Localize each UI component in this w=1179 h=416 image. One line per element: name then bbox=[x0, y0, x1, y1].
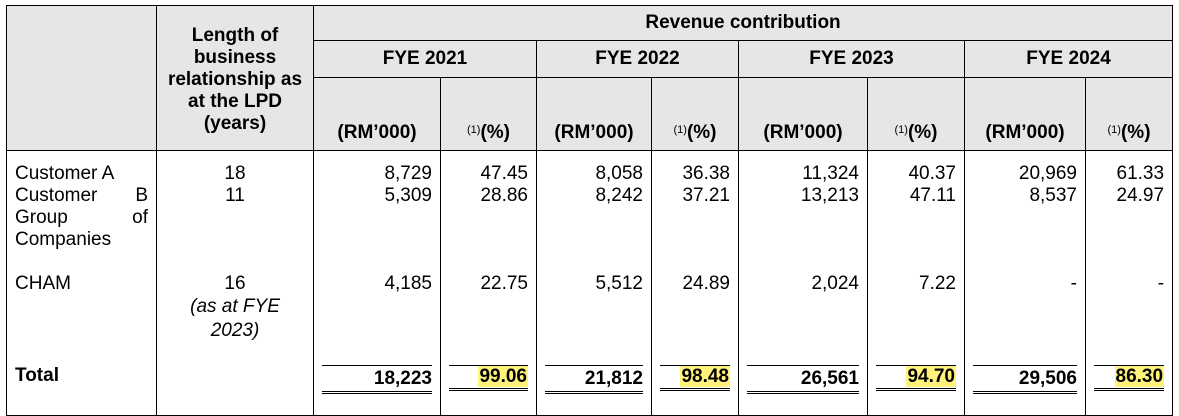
value-cell: - bbox=[964, 273, 1086, 361]
length-header: Length of business relationship as at th… bbox=[156, 5, 314, 151]
revenue-header: Revenue contribution bbox=[312, 5, 1174, 41]
year-header-2021: FYE 2021 bbox=[313, 40, 537, 78]
total-value: 21,812 bbox=[545, 365, 643, 394]
total-cell: 21,812 bbox=[536, 361, 652, 416]
total-pct-box: 86.30 bbox=[1094, 365, 1165, 391]
value-cell: 47.11 bbox=[867, 185, 965, 273]
customer-name: Customer B Group of Companies bbox=[6, 185, 157, 273]
total-pct-box: 98.48 bbox=[660, 365, 730, 391]
year-header-2022: FYE 2022 bbox=[536, 40, 739, 78]
pct-label: (%) bbox=[480, 122, 510, 143]
value-cell: 24.97 bbox=[1084, 185, 1174, 273]
total-row: Total 18,223 99.06 21,812 98.48 26,561 9… bbox=[6, 361, 1174, 416]
pct-header: (1)(%) bbox=[651, 77, 739, 151]
total-cell: 99.06 bbox=[440, 361, 537, 416]
pct-label: (%) bbox=[907, 122, 938, 143]
total-pct-highlight: 99.06 bbox=[478, 366, 528, 387]
relationship-length-note: (as at FYE 2023) bbox=[190, 296, 280, 341]
value-cell: 47.45 bbox=[440, 163, 537, 185]
total-value: 18,223 bbox=[322, 365, 432, 394]
total-cell: 94.70 bbox=[867, 361, 965, 416]
total-pct-highlight: 86.30 bbox=[1114, 366, 1165, 387]
year-header-2024: FYE 2024 bbox=[963, 40, 1174, 78]
pct-header: (1)(%) bbox=[440, 77, 537, 151]
value-cell: 20,969 bbox=[964, 163, 1086, 185]
relationship-length-cell: 16 (as at FYE 2023) bbox=[156, 273, 314, 361]
total-cell: 26,561 bbox=[738, 361, 868, 416]
value-cell: 28.86 bbox=[440, 185, 537, 273]
pct-header: (1)(%) bbox=[867, 77, 965, 151]
pct-label: (%) bbox=[1120, 122, 1151, 143]
value-cell: 5,309 bbox=[313, 185, 441, 273]
value-cell: 8,242 bbox=[536, 185, 652, 273]
relationship-length: 18 bbox=[156, 163, 314, 185]
pct-header: (1)(%) bbox=[1084, 77, 1174, 151]
total-label: Total bbox=[6, 361, 157, 416]
value-cell: 40.37 bbox=[867, 163, 965, 185]
customer-name: CHAM bbox=[6, 273, 157, 361]
revenue-contribution-table: Length of business relationship as at th… bbox=[6, 5, 1174, 416]
value-cell: 24.89 bbox=[651, 273, 739, 361]
value-cell: 2,024 bbox=[738, 273, 868, 361]
rm-header: (RM’000) bbox=[313, 77, 441, 151]
total-pct-highlight: 94.70 bbox=[906, 366, 956, 387]
value-cell: 13,213 bbox=[738, 185, 868, 273]
relationship-length: 16 bbox=[224, 273, 246, 294]
year-header-2023: FYE 2023 bbox=[738, 40, 965, 78]
total-cell: 18,223 bbox=[313, 361, 441, 416]
total-value: 26,561 bbox=[747, 365, 859, 394]
value-cell: 8,537 bbox=[964, 185, 1086, 273]
customer-name: Customer A bbox=[6, 163, 157, 185]
spacer-row bbox=[6, 150, 1174, 163]
rm-header: (RM’000) bbox=[738, 77, 868, 151]
value-cell: 22.75 bbox=[440, 273, 537, 361]
total-pct-box: 99.06 bbox=[449, 365, 528, 391]
pct-label: (%) bbox=[686, 122, 717, 143]
value-cell: 36.38 bbox=[651, 163, 739, 185]
total-cell: 86.30 bbox=[1084, 361, 1174, 416]
rm-header: (RM’000) bbox=[964, 77, 1086, 151]
value-cell: 11,324 bbox=[738, 163, 868, 185]
total-cell: 98.48 bbox=[651, 361, 739, 416]
value-cell: 4,185 bbox=[313, 273, 441, 361]
table-row: Customer A 18 8,729 47.45 8,058 36.38 11… bbox=[6, 163, 1174, 185]
footnote-ref: (1) bbox=[466, 124, 481, 136]
total-pct-highlight: 98.48 bbox=[680, 366, 730, 387]
total-value: 29,506 bbox=[973, 365, 1077, 394]
value-cell: 61.33 bbox=[1084, 163, 1174, 185]
table-row: Customer B Group of Companies 11 5,309 2… bbox=[6, 185, 1174, 273]
value-cell: 8,729 bbox=[313, 163, 441, 185]
table-row: CHAM 16 (as at FYE 2023) 4,185 22.75 5,5… bbox=[6, 273, 1174, 361]
value-cell: - bbox=[1084, 273, 1174, 361]
footnote-ref: (1) bbox=[673, 124, 687, 136]
total-pct-box: 94.70 bbox=[876, 365, 956, 391]
relationship-length: 11 bbox=[156, 185, 314, 273]
value-cell: 5,512 bbox=[536, 273, 652, 361]
rm-header: (RM’000) bbox=[536, 77, 652, 151]
value-cell: 37.21 bbox=[651, 185, 739, 273]
value-cell: 8,058 bbox=[536, 163, 652, 185]
value-cell: 7.22 bbox=[867, 273, 965, 361]
footnote-ref: (1) bbox=[1107, 124, 1121, 136]
total-cell: 29,506 bbox=[964, 361, 1086, 416]
blank-header-cell bbox=[6, 5, 157, 151]
total-blank-cell bbox=[156, 361, 314, 416]
footnote-ref: (1) bbox=[894, 124, 908, 136]
